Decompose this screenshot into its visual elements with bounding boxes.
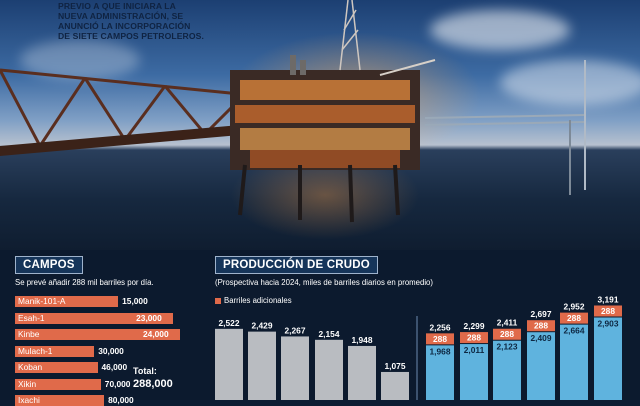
bar-additional xyxy=(594,305,622,317)
bar-historic-label: 1,948 xyxy=(352,335,373,345)
produccion-title: PRODUCCIÓN DE CRUDO xyxy=(215,256,378,274)
field-name: Mulach-1 xyxy=(18,345,53,356)
bar-projected xyxy=(560,324,588,400)
field-name: Koban xyxy=(18,362,43,372)
total-value: 288,000 xyxy=(133,378,173,390)
oil-platform-photo: PREVIO A QUE INICIARA LA NUEVA ADMINISTR… xyxy=(0,0,640,250)
field-bar xyxy=(15,296,119,307)
bar-projected-label: 2,409 xyxy=(531,333,552,343)
bar-additional-label: 288 xyxy=(433,334,447,344)
bar-additional-label: 288 xyxy=(567,313,581,323)
bar-historic-label: 1,075 xyxy=(385,361,406,371)
bar-projected xyxy=(527,332,555,400)
bar-total-label: 2,411 xyxy=(497,318,518,328)
intro-line: DE SIETE CAMPOS PETROLEROS. xyxy=(58,31,204,41)
bar-additional xyxy=(560,312,588,324)
bar-total-label: 2,952 xyxy=(564,302,585,312)
bar-additional xyxy=(426,333,454,345)
bar-historic-label: 2,267 xyxy=(285,325,306,335)
total-label: Total: xyxy=(133,366,157,376)
field-value: 46,000 xyxy=(101,362,128,372)
legend-swatch-additional xyxy=(215,298,221,304)
produccion-subtitle: (Prospectiva hacia 2024, miles de barril… xyxy=(215,278,433,287)
bar-additional-label: 288 xyxy=(601,306,615,316)
bar-historic xyxy=(215,328,243,400)
bar-projected-label: 2,664 xyxy=(564,326,585,336)
field-value: 15,000 xyxy=(122,296,148,306)
bar-historic xyxy=(315,339,343,400)
bar-projected xyxy=(426,345,454,400)
platform-illustration xyxy=(0,0,586,223)
field-name: Xikin xyxy=(18,378,37,389)
field-value: 24,000 xyxy=(143,329,169,339)
field-bar xyxy=(15,378,101,390)
intro-text: PREVIO A QUE INICIARA LA NUEVA ADMINISTR… xyxy=(58,1,318,41)
bar-projected-label: 2,011 xyxy=(464,345,485,355)
bar-projected xyxy=(594,317,622,400)
bar-historic xyxy=(348,345,376,400)
bar-additional-label: 288 xyxy=(534,321,548,331)
bar-total-label: 3,191 xyxy=(598,294,619,304)
field-value: 30,000 xyxy=(98,345,124,356)
field-bar xyxy=(15,312,174,324)
bar-projected xyxy=(493,340,521,400)
field-value: 23,000 xyxy=(136,312,162,323)
bar-additional xyxy=(460,332,488,344)
bar-additional-label: 288 xyxy=(500,329,514,339)
field-value: 70,000 xyxy=(104,378,131,389)
bar-total-label: 2,697 xyxy=(531,309,552,319)
bar-historic xyxy=(281,336,309,400)
bar-historic xyxy=(248,331,276,400)
field-bar xyxy=(15,345,95,357)
bar-historic-label: 2,522 xyxy=(219,318,240,328)
bar-total-label: 2,299 xyxy=(464,321,485,331)
campos-subtitle: Se prevé añadir 288 mil barriles por día… xyxy=(15,278,154,287)
field-name: Manik-101-A xyxy=(18,296,66,306)
campos-title: CAMPOS xyxy=(15,256,83,274)
legend-label-additional: Barriles adicionales xyxy=(224,296,292,305)
bar-projected-label: 2,903 xyxy=(598,318,619,328)
bar-additional xyxy=(493,328,521,340)
intro-line: PREVIO A QUE INICIARA LA xyxy=(58,1,176,11)
bar-historic-label: 2,429 xyxy=(252,321,273,331)
field-name: Kinbe xyxy=(18,329,40,339)
bar-historic-label: 2,154 xyxy=(319,329,340,339)
bar-projected-label: 1,968 xyxy=(430,346,451,356)
bar-projected xyxy=(460,344,488,400)
field-bar xyxy=(15,362,98,373)
bar-total-label: 2,256 xyxy=(430,322,451,332)
bar-additional xyxy=(527,320,555,332)
intro-line: ANUNCIÓ LA INCORPORACIÓN xyxy=(58,21,191,31)
bar-projected-label: 2,123 xyxy=(497,342,518,352)
bar-additional-label: 288 xyxy=(467,333,481,343)
field-bar xyxy=(15,329,180,340)
intro-line: NUEVA ADMINISTRACIÓN, SE xyxy=(58,11,184,21)
bar-historic xyxy=(381,371,409,400)
field-name: Esah-1 xyxy=(18,312,45,323)
